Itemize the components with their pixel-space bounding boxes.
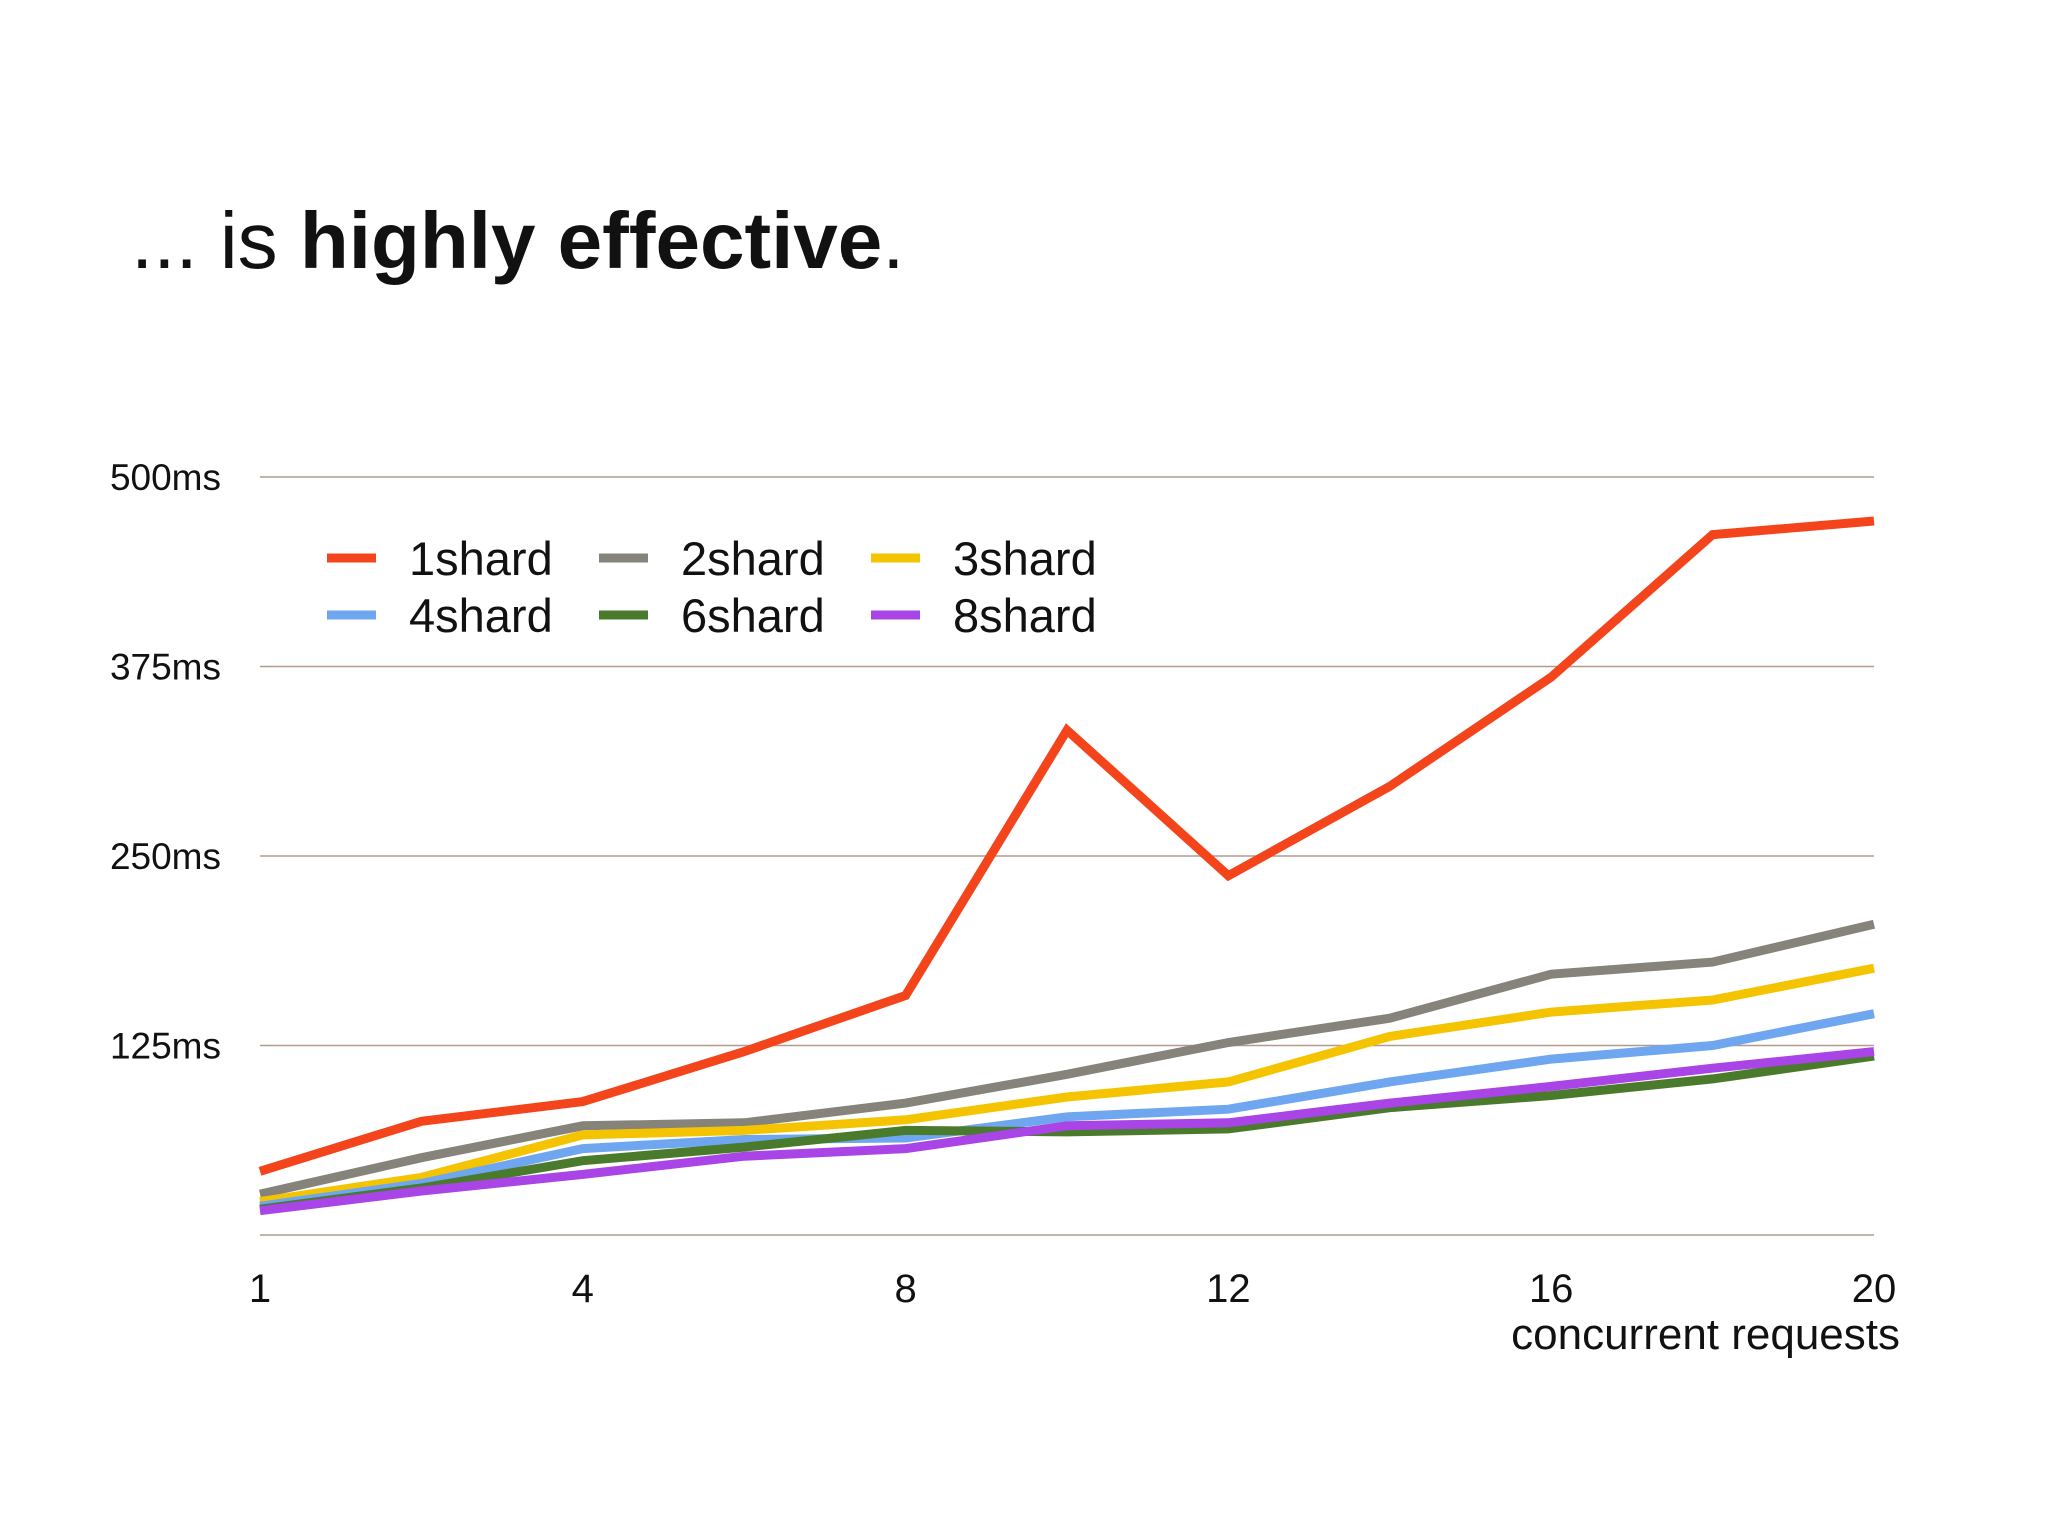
- series-line: [259, 1051, 1875, 1214]
- x-tick-label: 12: [1206, 1267, 1251, 1311]
- x-tick-label: 8: [894, 1267, 916, 1311]
- series-line: [259, 963, 1875, 1207]
- legend-label: 1shard: [409, 532, 553, 585]
- y-tick-label: 125ms: [110, 1026, 221, 1067]
- title-suffix: .: [882, 196, 904, 285]
- series-line: [259, 919, 1876, 1199]
- title-prefix: ... is: [131, 196, 300, 285]
- legend-label: 4shard: [409, 589, 553, 642]
- chart-title: ... is highly effective.: [131, 196, 905, 285]
- x-tick-label: 20: [1852, 1267, 1897, 1311]
- legend-label: 3shard: [953, 532, 1097, 585]
- y-tick-label: 500ms: [110, 457, 221, 498]
- x-axis-title: concurrent requests: [1511, 1310, 1900, 1359]
- legend-label: 6shard: [681, 589, 825, 642]
- x-tick-label: 16: [1529, 1267, 1574, 1311]
- series-line: [259, 1009, 1875, 1211]
- legend-label: 8shard: [953, 589, 1097, 642]
- x-tick-label: 1: [249, 1267, 271, 1311]
- y-tick-label: 250ms: [110, 836, 221, 877]
- series-line: [259, 1047, 1875, 1216]
- x-tick-label: 4: [572, 1267, 594, 1311]
- legend-label: 2shard: [681, 532, 825, 585]
- title-emphasis: highly effective: [300, 196, 882, 285]
- y-tick-label: 375ms: [110, 647, 221, 688]
- series-line: [258, 516, 1875, 1176]
